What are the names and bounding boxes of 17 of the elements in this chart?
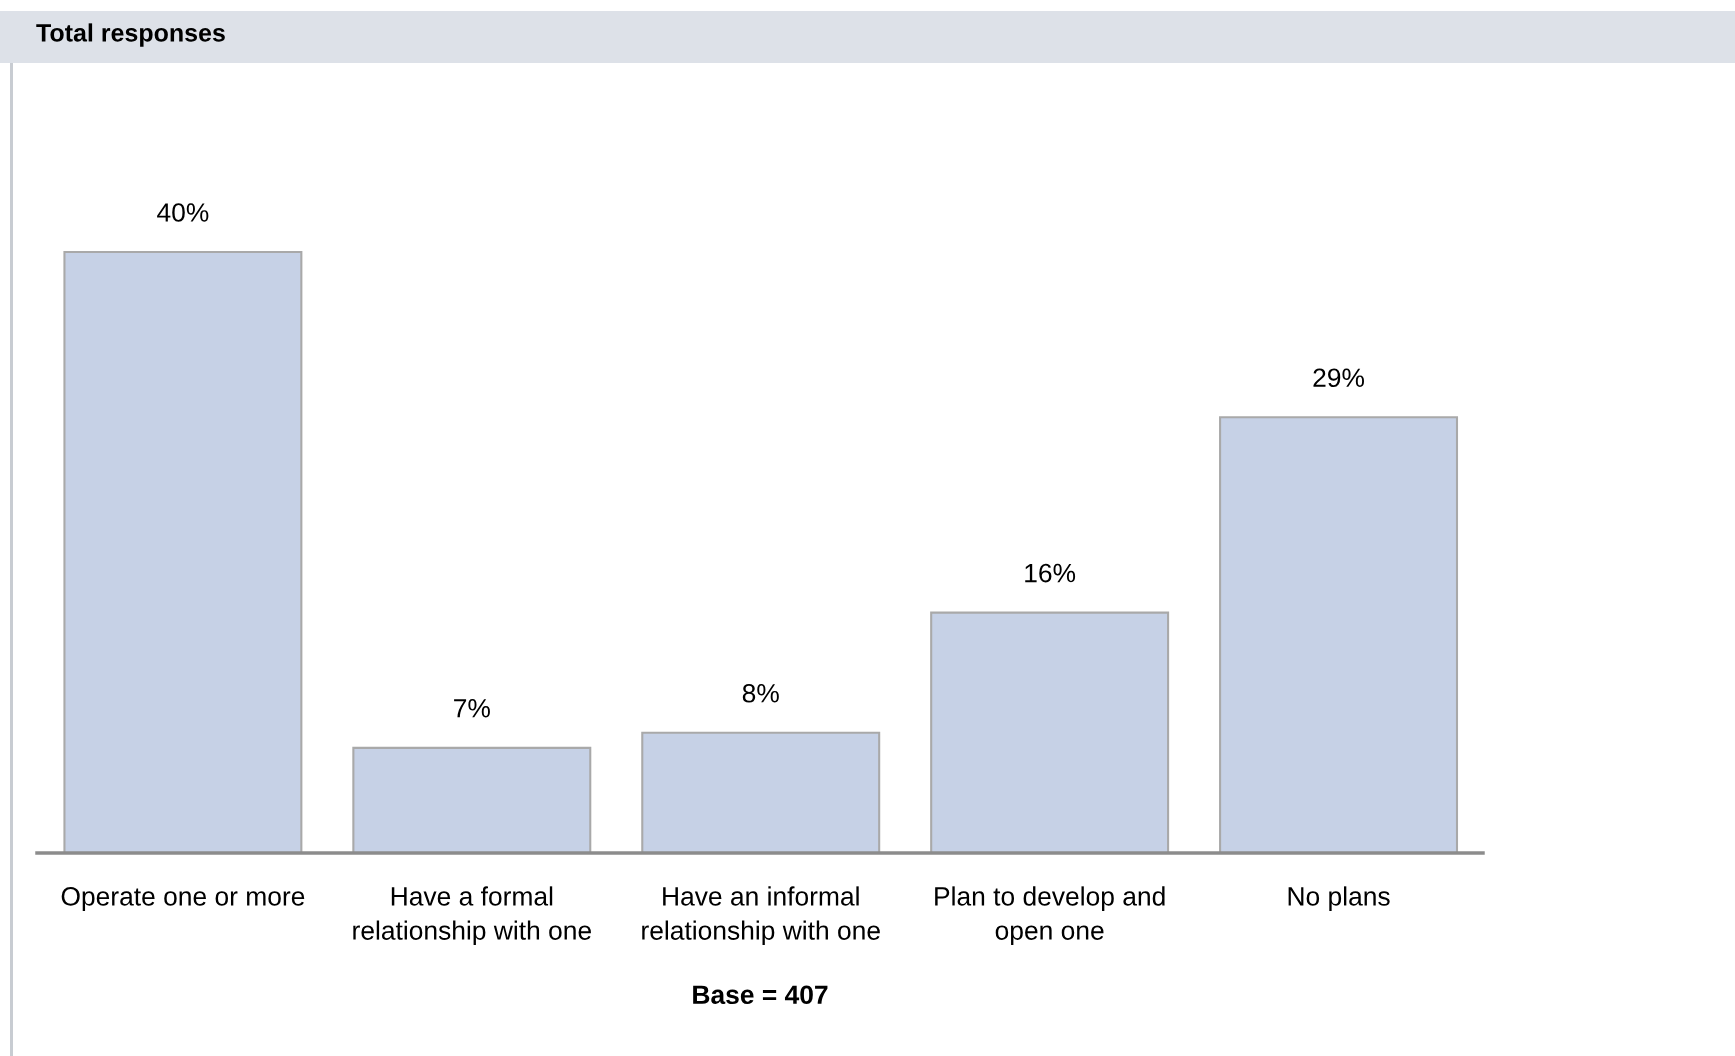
x-tick-label: Operate one or more — [61, 887, 305, 911]
bar — [352, 746, 592, 853]
data-label: 29% — [1313, 368, 1365, 388]
bar — [930, 611, 1170, 853]
bar — [641, 731, 881, 853]
bar — [63, 251, 303, 853]
data-label: 40% — [157, 203, 209, 222]
x-tick-label: Plan to develop and open one — [935, 886, 1165, 946]
text: Base = 407 — [693, 985, 828, 1005]
data-label: 16% — [1025, 563, 1076, 583]
data-label: 7% — [454, 699, 490, 718]
x-tick-label: No plans — [1288, 886, 1390, 911]
x-tick-label: Have an informal relationship with one — [642, 886, 880, 946]
chart-title: Total responses — [36, 23, 225, 47]
bar — [1219, 416, 1459, 853]
data-label: 8% — [742, 683, 779, 703]
x-tick-label: Have a formal relationship with one — [353, 886, 591, 946]
